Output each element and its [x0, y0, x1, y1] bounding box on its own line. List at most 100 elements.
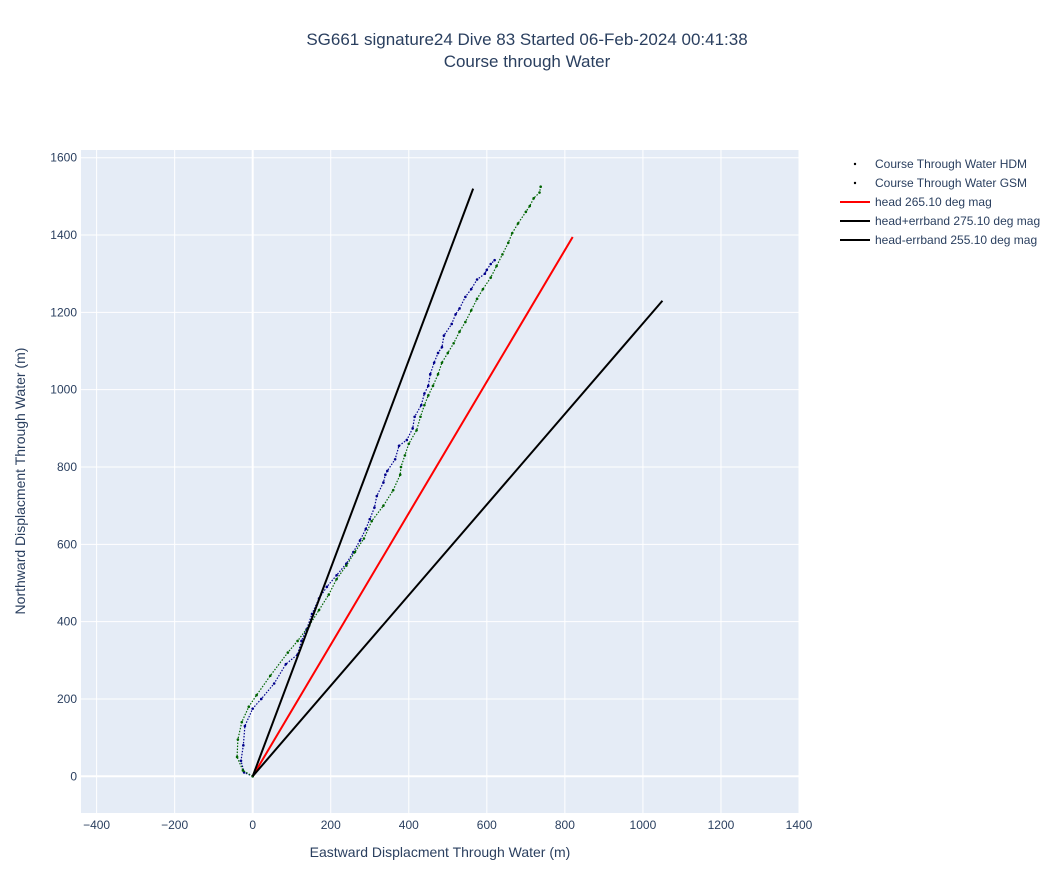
data-point: [300, 639, 303, 643]
x-tick-label: 600: [477, 818, 497, 832]
y-tick-label: 0: [70, 769, 77, 783]
data-point: [428, 372, 432, 376]
data-point: [247, 705, 251, 708]
data-point: [419, 415, 422, 419]
chart-titles: SG661 signature24 Dive 83 Started 06-Feb…: [306, 30, 747, 71]
data-point: [415, 428, 418, 432]
legend-item[interactable]: Course Through Water HDM: [853, 157, 1027, 171]
data-point: [403, 454, 407, 457]
data-point: [358, 539, 362, 542]
data-point: [510, 231, 514, 235]
data-point: [382, 504, 385, 507]
chart-subtitle: Course through Water: [444, 52, 611, 71]
x-tick-label: 400: [399, 818, 419, 832]
data-point: [286, 651, 290, 654]
data-point: [423, 403, 426, 407]
legend-item[interactable]: Course Through Water GSM: [853, 176, 1027, 190]
series-line: [251, 188, 475, 777]
data-point: [382, 481, 385, 484]
data-point: [469, 309, 473, 312]
data-point: [373, 506, 376, 509]
data-point: [317, 608, 321, 612]
x-tick-label: 1000: [630, 818, 657, 832]
data-point: [489, 276, 493, 279]
data-point: [242, 744, 245, 747]
legend-item[interactable]: head 265.10 deg mag: [840, 195, 992, 209]
y-tick-label: 600: [57, 537, 77, 551]
data-point: [539, 185, 542, 189]
data-point: [481, 287, 485, 291]
data-point: [272, 682, 276, 685]
data-point: [483, 272, 487, 276]
data-point: [431, 384, 435, 388]
data-point: [368, 517, 372, 521]
data-point: [240, 720, 244, 724]
data-point: [432, 361, 436, 364]
data-point: [469, 287, 473, 291]
data-point: [516, 222, 520, 225]
legend-item[interactable]: head+errband 275.10 deg mag: [840, 214, 1040, 228]
data-point: [501, 253, 504, 256]
data-point: [241, 769, 245, 772]
data-point: [411, 427, 414, 430]
data-point: [440, 361, 444, 364]
data-point: [407, 442, 411, 446]
x-tick-label: 800: [555, 818, 575, 832]
data-point: [345, 562, 348, 565]
data-point: [436, 351, 440, 355]
series-layer: [235, 185, 664, 778]
x-tick-labels: −400 −200 0 200 400 600 800 1000 1200 1400: [83, 818, 813, 832]
x-axis-title: Eastward Displacment Through Water (m): [310, 844, 571, 860]
series-line: [251, 300, 664, 777]
series-line: [251, 236, 574, 777]
data-point: [335, 577, 338, 581]
series-2: [251, 236, 574, 777]
data-point: [493, 258, 496, 262]
data-point: [464, 295, 467, 299]
legend-label: head+errband 275.10 deg mag: [875, 214, 1040, 228]
data-point: [426, 384, 430, 388]
y-tick-label: 1600: [50, 151, 77, 165]
y-tick-label: 400: [57, 615, 77, 629]
data-point: [506, 241, 510, 245]
data-point: [335, 573, 338, 577]
data-point: [375, 494, 379, 498]
legend[interactable]: Course Through Water HDM Course Through W…: [840, 157, 1040, 247]
legend-label: head 265.10 deg mag: [875, 195, 992, 209]
data-point: [284, 662, 288, 666]
data-point: [442, 334, 446, 337]
data-point: [450, 322, 454, 326]
data-point: [495, 264, 498, 268]
data-point: [239, 759, 243, 763]
data-point: [398, 473, 402, 477]
data-point: [440, 345, 444, 349]
legend-item[interactable]: head-errband 255.10 deg mag: [840, 233, 1037, 247]
data-point: [458, 330, 461, 333]
data-point: [419, 403, 423, 407]
data-point: [235, 755, 239, 759]
legend-swatch: [853, 181, 857, 185]
y-tick-label: 1000: [50, 383, 77, 397]
data-point: [464, 320, 467, 324]
data-point: [386, 469, 389, 473]
data-point: [538, 191, 541, 194]
x-tick-label: −400: [83, 818, 110, 832]
data-point: [413, 415, 416, 419]
data-point: [458, 307, 461, 310]
data-point: [236, 738, 240, 741]
y-tick-label: 200: [57, 692, 77, 706]
y-tick-label: 1400: [50, 228, 77, 242]
data-point: [532, 197, 535, 200]
gridlines: [81, 150, 800, 813]
y-tick-label: 1200: [50, 305, 77, 319]
chart-title: SG661 signature24 Dive 83 Started 06-Feb…: [306, 30, 747, 49]
data-point: [485, 268, 489, 272]
x-tick-label: 1400: [786, 818, 813, 832]
x-tick-label: 1200: [708, 818, 735, 832]
legend-label: Course Through Water GSM: [875, 176, 1027, 190]
data-point: [353, 550, 357, 554]
data-point: [243, 724, 247, 728]
data-point: [255, 693, 258, 697]
data-point: [454, 313, 457, 316]
